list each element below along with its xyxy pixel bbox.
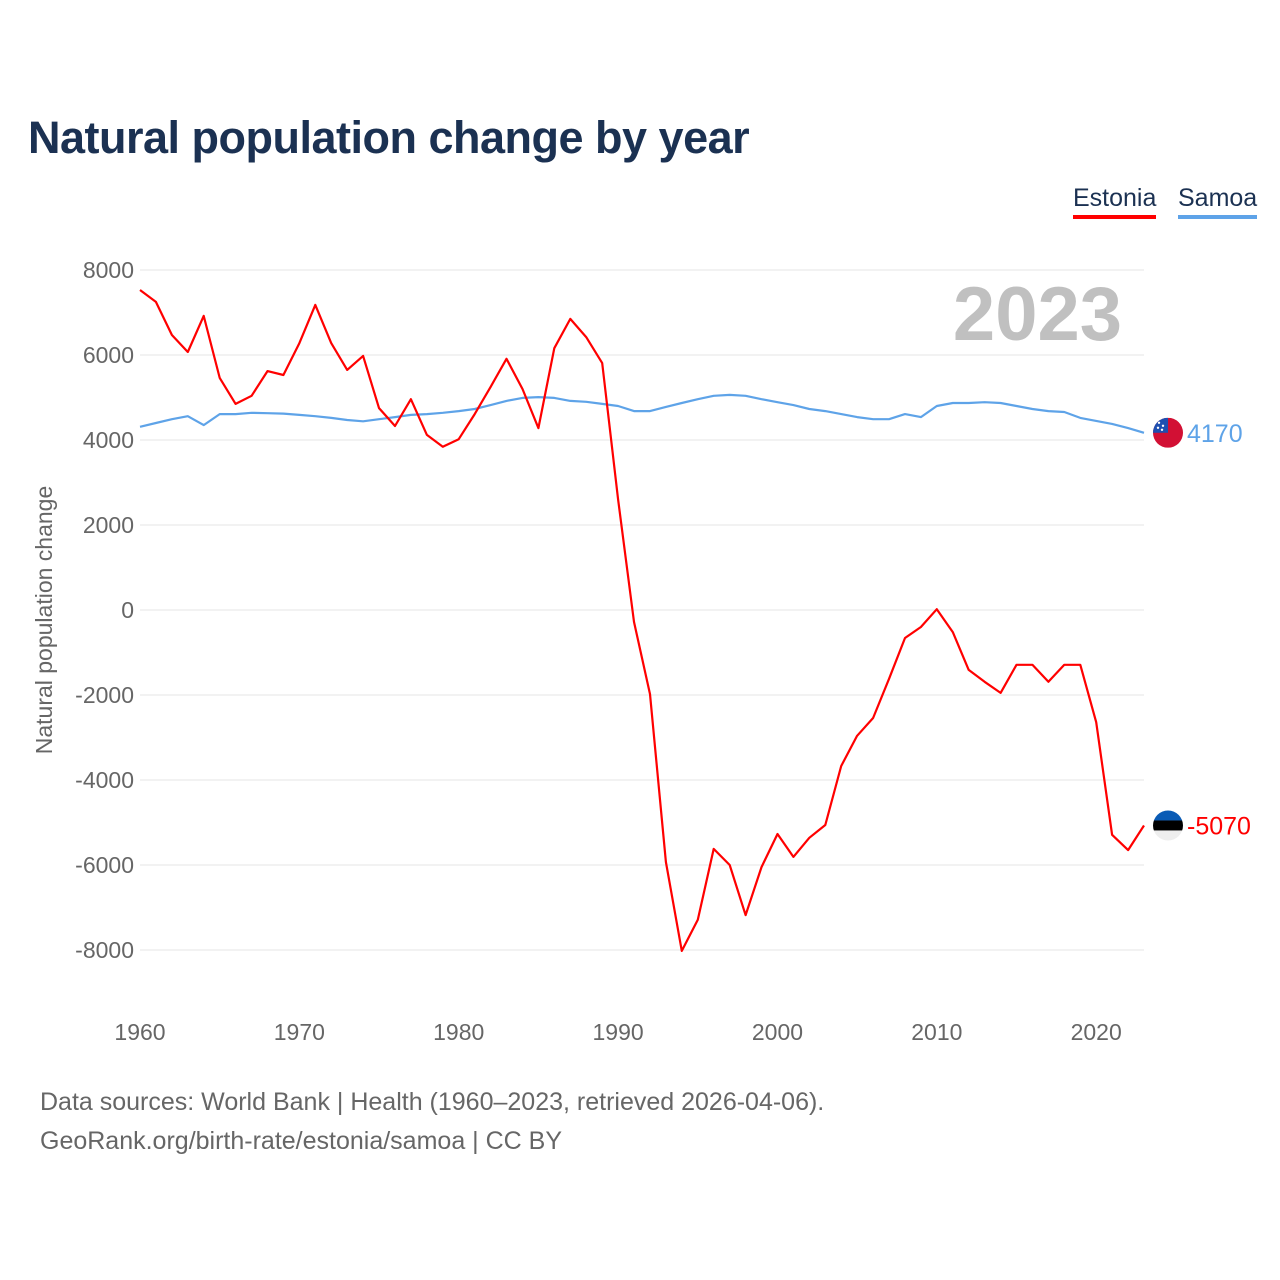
y-tick-label: 4000 xyxy=(83,427,134,453)
estonia-flag-icon xyxy=(1153,810,1183,841)
x-tick-label: 1980 xyxy=(433,1019,484,1045)
data-source: Data sources: World Bank | Health (1960–… xyxy=(40,1088,825,1116)
x-tick-label: 1970 xyxy=(274,1019,325,1045)
y-tick-label: 8000 xyxy=(83,257,134,283)
y-axis-label: Natural population change xyxy=(31,486,57,755)
y-tick-label: -2000 xyxy=(75,682,134,708)
legend-estonia[interactable]: Estonia xyxy=(1073,184,1157,219)
legend-samoa[interactable]: Samoa xyxy=(1178,184,1258,219)
source-link[interactable]: GeoRank.org/birth-rate/estonia/samoa | C… xyxy=(40,1127,563,1155)
y-tick-label: 6000 xyxy=(83,342,134,368)
y-tick-label: -4000 xyxy=(75,767,134,793)
year-watermark: 2023 xyxy=(953,272,1122,357)
end-value-label-estonia: -5070 xyxy=(1187,812,1251,840)
x-tick-label: 2020 xyxy=(1071,1019,1122,1045)
y-tick-label: -6000 xyxy=(75,852,134,878)
x-tick-label: 2010 xyxy=(911,1019,962,1045)
y-tick-label: 2000 xyxy=(83,512,134,538)
y-tick-label: 0 xyxy=(121,597,134,623)
samoa-flag-icon xyxy=(1153,417,1183,448)
chart-title: Natural population change by year xyxy=(28,112,750,163)
x-tick-label: 1990 xyxy=(593,1019,644,1045)
x-tick-label: 1960 xyxy=(114,1019,165,1045)
y-tick-label: -8000 xyxy=(75,937,134,963)
series-line-estonia xyxy=(139,289,1145,953)
end-value-label-samoa: 4170 xyxy=(1187,420,1243,448)
x-tick-label: 2000 xyxy=(752,1019,803,1045)
series-line-samoa xyxy=(139,393,1145,434)
